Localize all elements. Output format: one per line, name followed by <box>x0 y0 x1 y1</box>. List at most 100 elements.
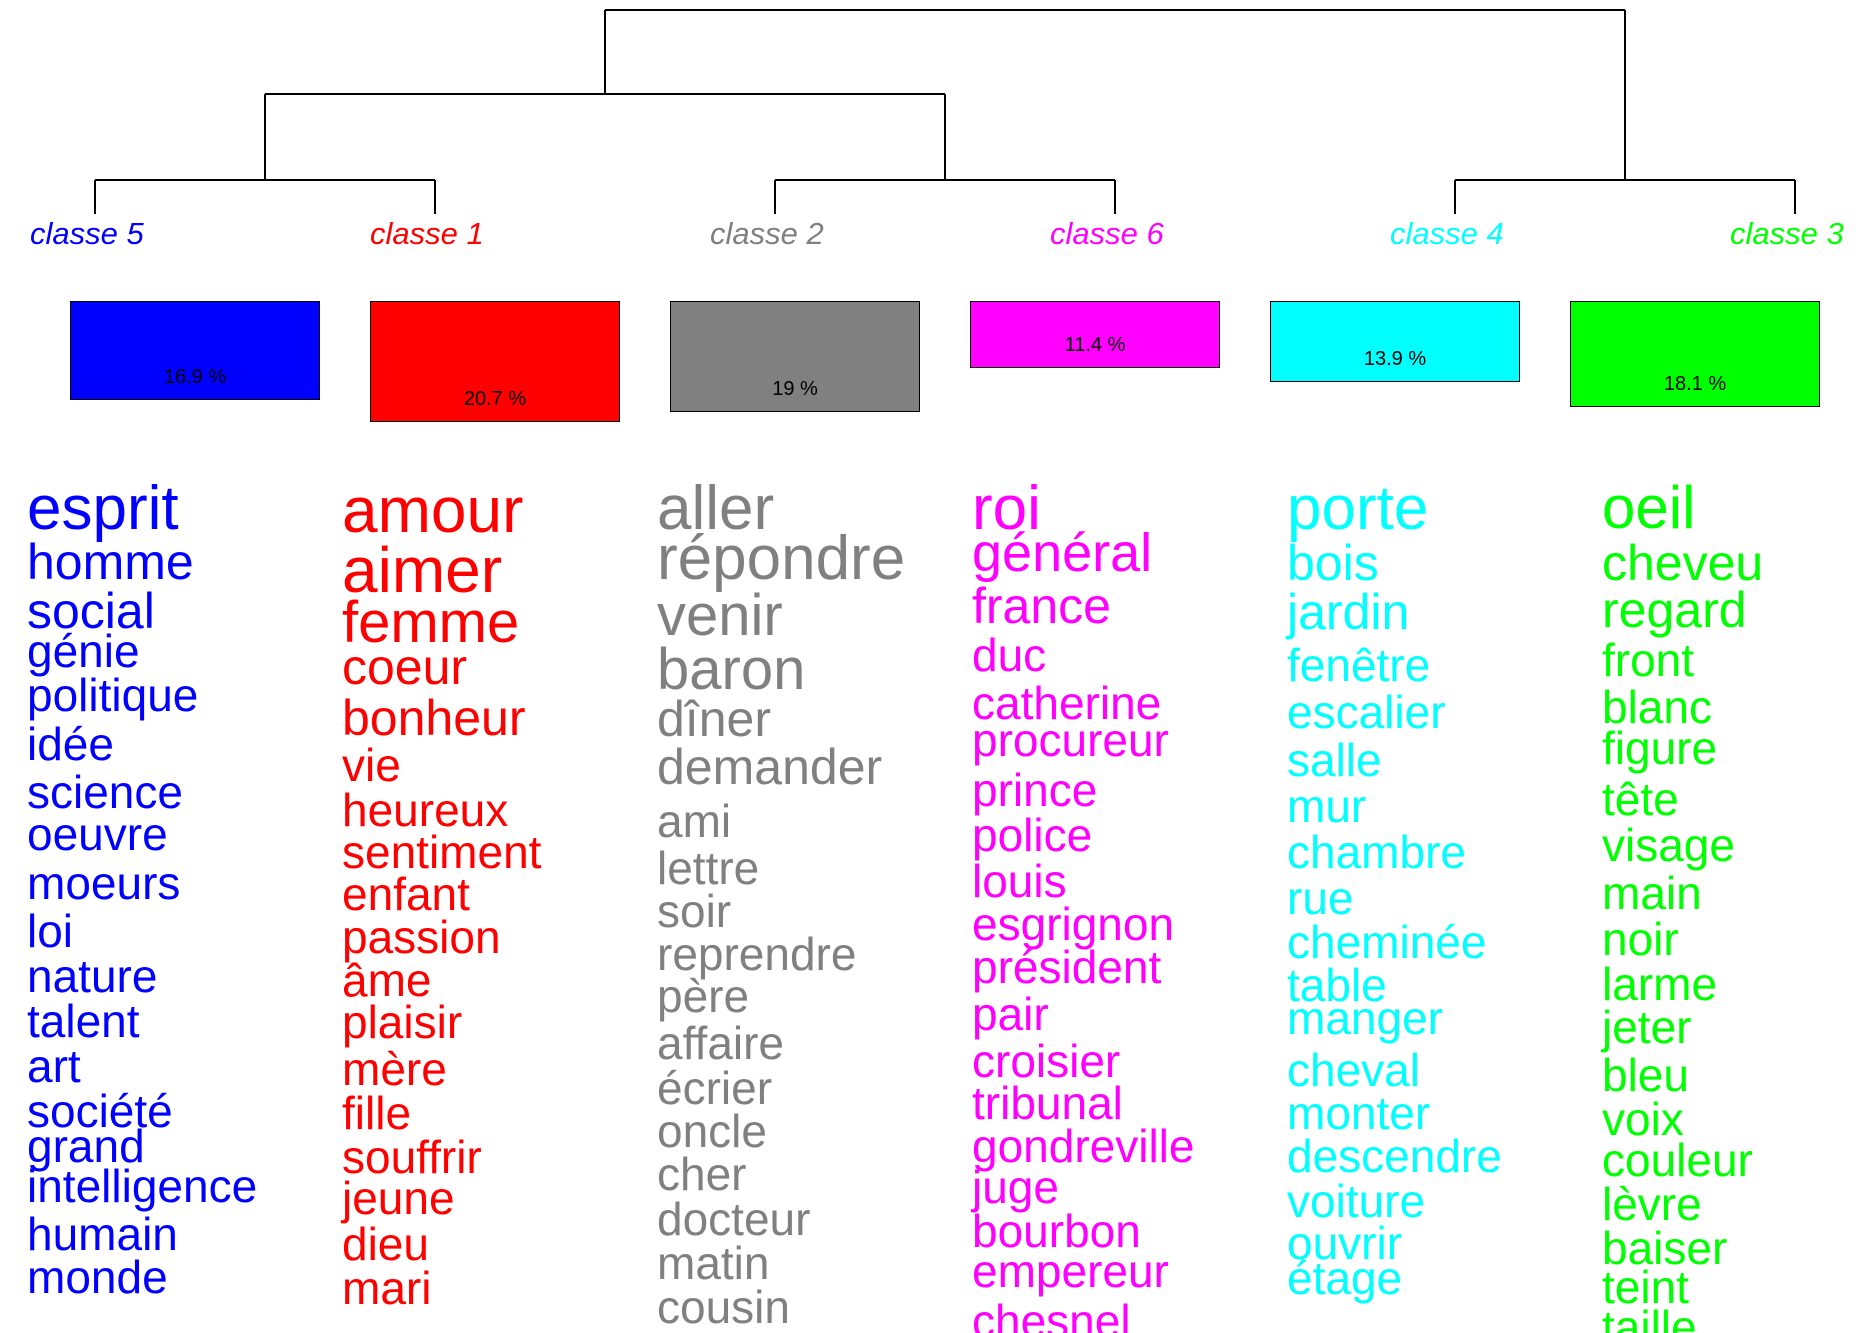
class-word: gondreville <box>972 1120 1195 1172</box>
class-word: voiture <box>1287 1175 1426 1227</box>
class-word: rue <box>1287 872 1354 924</box>
class-word: aller <box>657 474 775 543</box>
class-label: classe 6 <box>1050 216 1164 251</box>
class-word: amour <box>342 474 524 546</box>
class-word: couleur <box>1602 1134 1753 1186</box>
class-word: monde <box>27 1251 168 1303</box>
class-word: dieu <box>342 1218 429 1270</box>
class-size-box: 13.9 % <box>1270 301 1520 382</box>
class-word: cheveu <box>1602 535 1764 591</box>
class-word: tête <box>1602 773 1679 825</box>
class-word: âme <box>342 954 432 1006</box>
class-word: cheval <box>1287 1044 1420 1096</box>
class-word: bourbon <box>972 1205 1141 1257</box>
class-word: croisier <box>972 1035 1121 1087</box>
class-percent-label: 20.7 % <box>463 388 527 410</box>
class-label: classe 2 <box>710 216 824 251</box>
class-percent-label: 11.4 % <box>1064 334 1126 356</box>
class-word: esprit <box>27 474 179 543</box>
class-word: soir <box>657 885 732 937</box>
class-word: coeur <box>342 639 468 695</box>
class-word: femme <box>342 590 520 655</box>
class-word: aimer <box>342 534 503 606</box>
class-word: matin <box>657 1237 770 1289</box>
class-word: porte <box>1287 474 1429 543</box>
class-word: baron <box>657 637 806 702</box>
class-word: cousin <box>657 1281 790 1333</box>
class-size-box: 19 % <box>670 301 920 412</box>
class-size-box: 11.4 % <box>970 301 1220 368</box>
class-word: monter <box>1287 1087 1431 1139</box>
class-label: classe 3 <box>1730 216 1844 251</box>
class-word: pair <box>972 988 1049 1040</box>
class-word: plaisir <box>342 996 463 1048</box>
class-word: grand <box>27 1120 145 1172</box>
class-percent-label: 16.9 % <box>163 366 227 388</box>
class-word: procureur <box>972 714 1169 766</box>
class-word: baiser <box>1602 1222 1728 1274</box>
class-word: lèvre <box>1602 1178 1702 1230</box>
class-word: main <box>1602 867 1702 919</box>
class-word: cheminée <box>1287 916 1487 968</box>
class-word: voix <box>1602 1093 1684 1145</box>
class-word: docteur <box>657 1193 811 1245</box>
class-word: table <box>1287 959 1387 1011</box>
class-word: homme <box>27 534 194 590</box>
class-word: oeil <box>1602 474 1696 541</box>
class-word: président <box>972 941 1162 993</box>
class-word: général <box>972 523 1153 583</box>
class-size-box: 20.7 % <box>370 301 620 422</box>
class-word: bleu <box>1602 1049 1689 1101</box>
class-word: humain <box>27 1208 178 1260</box>
class-word: passion <box>342 911 501 963</box>
class-word: père <box>657 970 750 1022</box>
class-label: classe 1 <box>370 216 484 251</box>
class-word: écrier <box>657 1062 773 1114</box>
class-word: esgrignon <box>972 898 1175 950</box>
class-word: regard <box>1602 582 1747 638</box>
class-word: france <box>972 578 1111 634</box>
class-word: duc <box>972 629 1047 681</box>
class-word: social <box>27 583 155 639</box>
class-word: demander <box>657 739 883 795</box>
class-word: oeuvre <box>27 808 168 860</box>
class-word: politique <box>27 669 199 721</box>
class-word: teint <box>1602 1261 1689 1313</box>
class-word: empereur <box>972 1245 1169 1297</box>
class-label: classe 4 <box>1390 216 1504 251</box>
class-word: jardin <box>1287 584 1410 640</box>
class-word: société <box>27 1085 173 1137</box>
class-word: figure <box>1602 722 1718 774</box>
class-word: jeter <box>1602 1001 1692 1053</box>
class-word: mère <box>342 1043 447 1095</box>
class-size-box: 18.1 % <box>1570 301 1820 407</box>
class-word: oncle <box>657 1105 767 1157</box>
class-word: front <box>1602 634 1695 686</box>
class-word: roi <box>972 474 1041 543</box>
class-word: idée <box>27 718 114 770</box>
class-word: génie <box>27 625 140 677</box>
class-word: art <box>27 1040 81 1092</box>
class-word: larme <box>1602 958 1718 1010</box>
class-word: fenêtre <box>1287 639 1431 691</box>
class-word: talent <box>27 995 140 1047</box>
class-word: fille <box>342 1087 412 1139</box>
class-word: manger <box>1287 992 1443 1044</box>
class-size-box: 16.9 % <box>70 301 320 400</box>
class-word: visage <box>1602 819 1735 871</box>
class-word: prince <box>972 764 1098 816</box>
class-word: sentiment <box>342 826 542 878</box>
class-word: descendre <box>1287 1130 1502 1182</box>
class-word: juge <box>972 1161 1059 1213</box>
class-word: heureux <box>342 784 509 836</box>
class-word: dîner <box>657 691 771 747</box>
class-word: noir <box>1602 913 1679 965</box>
class-word: souffrir <box>342 1131 482 1183</box>
class-word: taille <box>1602 1301 1697 1333</box>
class-word: moeurs <box>27 857 181 909</box>
class-word: tribunal <box>972 1077 1123 1129</box>
class-word: reprendre <box>657 928 857 980</box>
class-word: jeune <box>342 1172 455 1224</box>
class-word: mur <box>1287 780 1367 832</box>
